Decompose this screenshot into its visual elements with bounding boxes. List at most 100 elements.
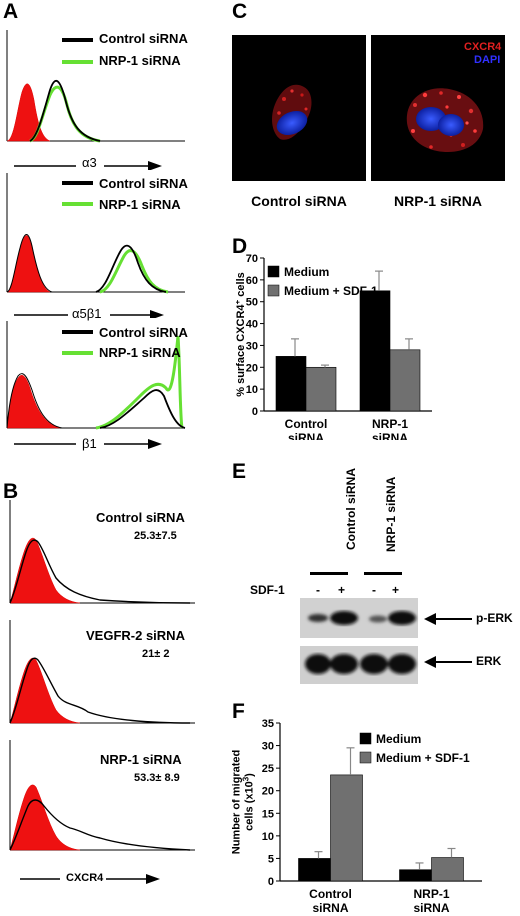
y-tick-label: 0 (268, 876, 274, 888)
sdf1-sign: + (392, 583, 400, 597)
legend-swatch (359, 751, 372, 764)
histogram-title-vegfr2-siRNA: VEGFR-2 siRNA (86, 628, 185, 643)
legend-label: Medium (284, 265, 329, 279)
category-label: siRNA (288, 431, 324, 440)
y-axis-label: % surface CXCR4+ cells (236, 272, 247, 397)
control-curve (99, 389, 186, 429)
axis-label-alpha5beta1: α5β1 (72, 306, 102, 321)
axis-label-beta1: β1 (82, 436, 97, 451)
histogram-title-control-siRNA: Control siRNA (96, 510, 185, 525)
panel-c-label: C (232, 0, 248, 23)
y-tick-label: 20 (262, 786, 274, 798)
panel-a-histogram-alpha5beta1 (6, 173, 185, 318)
micrograph-nrp1-siRNA: CXCR4 DAPI (371, 35, 505, 181)
legend-cxcr4: CXCR4 (464, 41, 502, 53)
cxcr4-curve (9, 657, 191, 724)
legend-nrp1-siRNA: NRP-1 siRNA (99, 345, 181, 360)
panel-b-histogram-control (9, 500, 195, 604)
axis-label-alpha3: α3 (82, 155, 97, 170)
legend-label: Medium + SDF-1 (284, 284, 378, 298)
panel-d-label: D (232, 235, 248, 258)
caption-control-siRNA: Control siRNA (251, 193, 347, 209)
category-label: Control (309, 887, 352, 901)
bar-medium-sdf-1 (431, 857, 464, 882)
isotype-peak (9, 784, 81, 851)
band-label-p-erk: p-ERK (476, 611, 513, 625)
control-curve (95, 244, 167, 293)
cxcr4-curve (9, 799, 191, 851)
isotype-outline (6, 373, 63, 429)
sdf1-sign: - (372, 583, 376, 597)
legend-control-siRNA: Control siRNA (99, 31, 188, 46)
legend-label: Medium + SDF-1 (376, 751, 470, 765)
panel-b-histogram-nrp1 (9, 740, 195, 884)
sdf1-sign: - (316, 583, 320, 597)
control-curve (29, 79, 101, 142)
category-label: Control (285, 417, 328, 431)
y-tick-label: 30 (262, 741, 274, 753)
panel-a-histogram-alpha3 (6, 30, 185, 170)
panel-b-histogram-vegfr2 (9, 620, 195, 724)
category-label: NRP-1 (372, 417, 408, 431)
western-blot (300, 598, 418, 684)
sdf1-label: SDF-1 (250, 583, 285, 597)
category-label: siRNA (312, 901, 348, 915)
lane-underline-nrp1 (364, 572, 402, 575)
legend-label: Medium (376, 732, 421, 746)
bar-medium-sdf-1 (305, 366, 337, 412)
panel-a-label: A (3, 0, 19, 23)
y-tick-label: 15 (262, 808, 274, 820)
lane-header-nrp1-siRNA: NRP-1 siRNA (384, 476, 398, 552)
y-tick-label: 70 (246, 253, 258, 265)
caption-nrp1-siRNA: NRP-1 siRNA (394, 193, 482, 209)
legend-control-siRNA: Control siRNA (99, 176, 188, 191)
y-tick-label: 20 (246, 362, 258, 374)
bar-medium (399, 869, 432, 882)
y-tick-label: 60 (246, 275, 258, 287)
sdf1-sign: + (338, 583, 346, 597)
category-label: siRNA (372, 431, 408, 440)
legend-swatch (267, 284, 280, 297)
chart-d-surface-cxcr4: 0 10 20 30 40 50 60 70 % surface CXCR4+ cells Con… (236, 253, 432, 440)
axis-label-cxcr4: CXCR4 (66, 872, 104, 884)
legend-control-siRNA: Control siRNA (99, 325, 188, 340)
bar-medium-sdf-1 (330, 774, 363, 882)
y-tick-label: 35 (262, 718, 274, 730)
legend-swatch (267, 265, 280, 278)
legend-swatch (359, 732, 372, 745)
legend-nrp1-siRNA: NRP-1 siRNA (99, 197, 181, 212)
y-tick-label: 40 (246, 319, 258, 331)
y-tick-label: 10 (246, 384, 258, 396)
y-tick-label: 25 (262, 763, 274, 775)
bar-medium (298, 858, 331, 882)
y-tick-label: 0 (252, 406, 258, 418)
cxcr4-curve (9, 539, 191, 604)
chart-f-migrated-cells: 0 5 10 15 20 25 30 35 Number of migratedcells (x… (232, 718, 482, 915)
micrograph-control-siRNA (232, 35, 366, 181)
legend-dapi: DAPI (474, 54, 501, 66)
y-tick-label: 5 (268, 853, 274, 865)
lane-header-control-siRNA: Control siRNA (344, 468, 358, 550)
bar-medium (359, 290, 391, 412)
bar-medium (275, 356, 307, 412)
nrp1-curve (95, 335, 184, 430)
y-tick-label: 10 (262, 831, 274, 843)
band-label-erk: ERK (476, 654, 502, 668)
arrow-icon (424, 613, 472, 625)
arrow-icon (424, 656, 472, 668)
y-axis-label: Number of migratedcells (x103) (232, 750, 256, 855)
y-tick-label: 50 (246, 297, 258, 309)
isotype-outline (6, 234, 53, 293)
legend-nrp1-siRNA: NRP-1 siRNA (99, 53, 181, 68)
panel-b-label: B (3, 480, 19, 503)
lane-underline-control (310, 572, 348, 575)
category-label: NRP-1 (413, 887, 449, 901)
bar-medium-sdf-1 (389, 349, 421, 412)
histogram-title-nrp1-siRNA: NRP-1 siRNA (100, 752, 182, 767)
panel-e-label: E (232, 460, 247, 483)
isotype-peak (9, 657, 81, 724)
category-label: siRNA (413, 901, 449, 915)
cxcr4-value-vegfr2: 21± 2 (142, 648, 170, 660)
panel-a-histogram-beta1 (6, 321, 186, 449)
cxcr4-value-nrp1: 53.3± 8.9 (134, 772, 180, 784)
